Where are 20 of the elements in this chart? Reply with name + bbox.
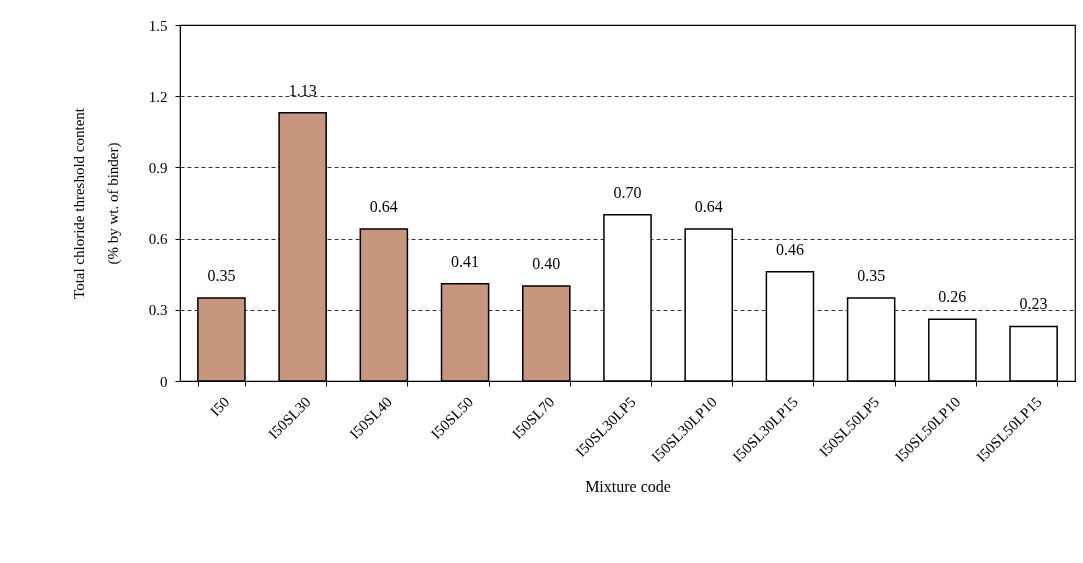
y-tick-label: 0 bbox=[160, 373, 168, 390]
y-tick-label: 1.5 bbox=[148, 17, 168, 34]
data-label: 0.26 bbox=[938, 288, 967, 306]
data-label: 0.64 bbox=[694, 198, 723, 216]
y-tick-label: 0.6 bbox=[148, 231, 168, 248]
y-tick-label: 1.2 bbox=[148, 88, 168, 105]
data-label: 0.46 bbox=[775, 240, 804, 258]
y-tick-label: 0.3 bbox=[148, 302, 168, 319]
data-label: 0.35 bbox=[857, 266, 886, 284]
data-label: 0.35 bbox=[207, 266, 236, 284]
text: Total chloride threshold content (% by wt. of binder) bbox=[70, 108, 121, 299]
data-label: 0.64 bbox=[369, 198, 398, 216]
data-label: 0.40 bbox=[532, 255, 561, 273]
data-label: 1.13 bbox=[288, 81, 317, 99]
x-tick-label: I50 bbox=[207, 393, 233, 420]
y-tick-label: 0.9 bbox=[148, 159, 168, 176]
data-label: 0.23 bbox=[1019, 295, 1048, 313]
data-label: 0.70 bbox=[613, 183, 642, 201]
data-label: 0.41 bbox=[451, 252, 480, 270]
x-axis-title: Mixture code bbox=[585, 478, 671, 496]
